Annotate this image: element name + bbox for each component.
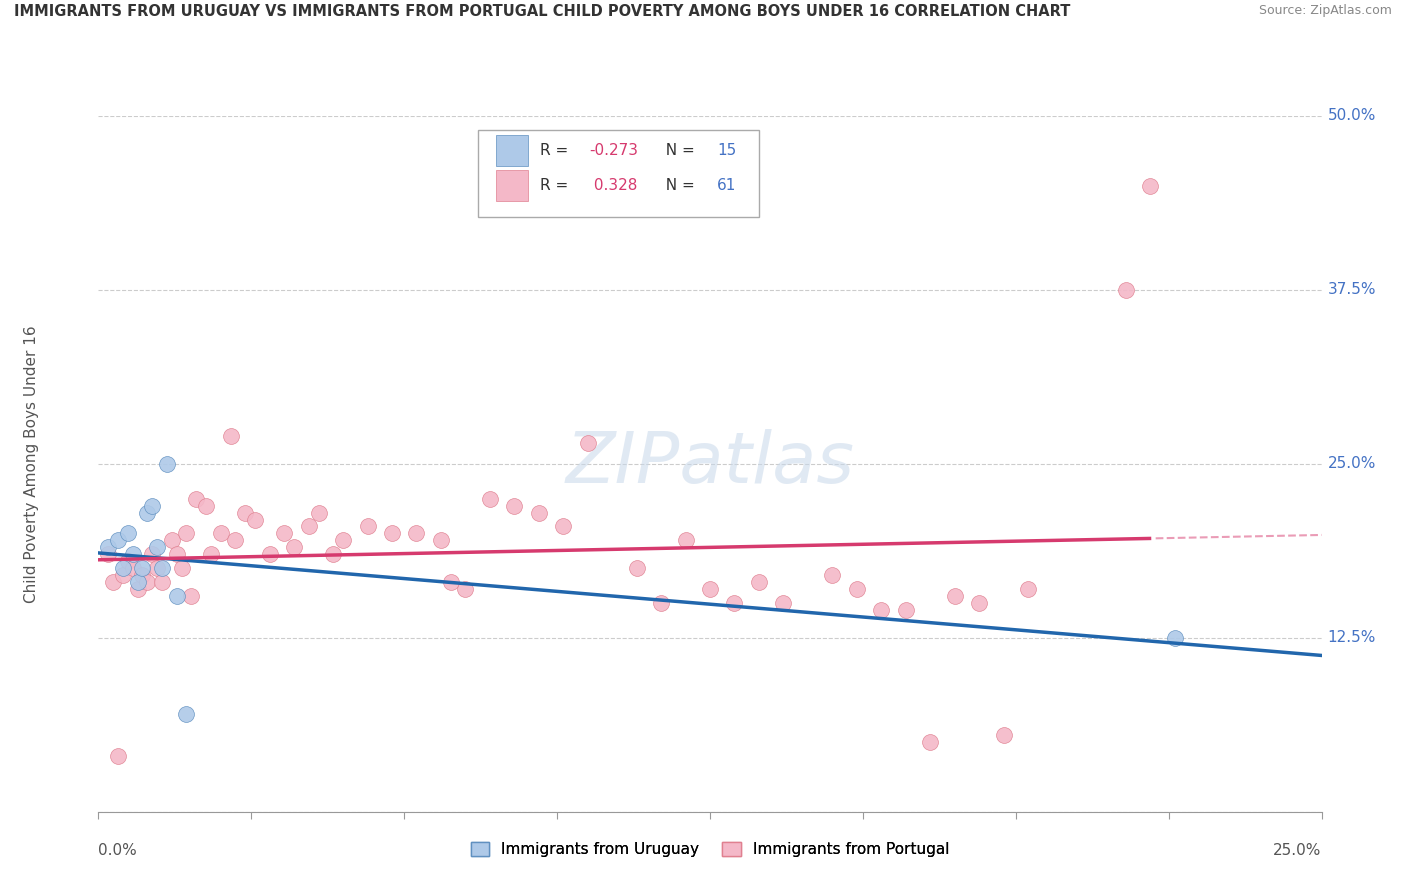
Point xyxy=(503,499,526,513)
Point xyxy=(381,526,404,541)
Point xyxy=(131,568,153,582)
Point xyxy=(117,554,139,568)
Point xyxy=(176,707,198,722)
FancyBboxPatch shape xyxy=(496,170,527,201)
Point xyxy=(993,728,1015,742)
Legend: Immigrants from Uruguay, Immigrants from Portugal: Immigrants from Uruguay, Immigrants from… xyxy=(464,836,956,863)
Point xyxy=(195,499,218,513)
Point xyxy=(405,526,427,541)
Point xyxy=(675,533,697,548)
Point xyxy=(233,506,256,520)
Point xyxy=(943,589,966,603)
Point xyxy=(576,436,599,450)
Text: 0.328: 0.328 xyxy=(589,178,637,193)
Text: IMMIGRANTS FROM URUGUAY VS IMMIGRANTS FROM PORTUGAL CHILD POVERTY AMONG BOYS UND: IMMIGRANTS FROM URUGUAY VS IMMIGRANTS FR… xyxy=(14,4,1070,20)
FancyBboxPatch shape xyxy=(496,136,527,166)
Point xyxy=(224,533,246,548)
Point xyxy=(200,547,222,561)
Text: R =: R = xyxy=(540,144,574,158)
Point xyxy=(894,603,917,617)
Point xyxy=(699,582,721,596)
Point xyxy=(160,533,183,548)
Point xyxy=(1017,582,1039,596)
Point xyxy=(150,575,173,590)
Text: R =: R = xyxy=(540,178,574,193)
Point xyxy=(1115,283,1137,297)
Point xyxy=(219,429,242,443)
Point xyxy=(136,506,159,520)
Point xyxy=(454,582,477,596)
Point xyxy=(626,561,648,575)
Point xyxy=(821,568,844,582)
Point xyxy=(259,547,281,561)
Point xyxy=(1164,631,1187,645)
Text: 25.0%: 25.0% xyxy=(1327,457,1376,471)
Point xyxy=(180,589,202,603)
Point xyxy=(650,596,672,610)
Point xyxy=(748,575,770,590)
Text: ZIPatlas: ZIPatlas xyxy=(565,429,855,499)
Point xyxy=(322,547,344,561)
Point xyxy=(107,533,129,548)
Point xyxy=(141,547,163,561)
Point xyxy=(430,533,453,548)
Point xyxy=(332,533,354,548)
Point xyxy=(772,596,794,610)
Point xyxy=(170,561,193,575)
Point xyxy=(166,589,188,603)
Point xyxy=(243,512,266,526)
Text: N =: N = xyxy=(657,178,700,193)
Point xyxy=(283,541,305,555)
Point xyxy=(121,561,143,575)
Point xyxy=(136,575,159,590)
Point xyxy=(920,735,942,749)
Point xyxy=(209,526,232,541)
Text: N =: N = xyxy=(657,144,700,158)
Point xyxy=(111,561,134,575)
Point xyxy=(308,506,330,520)
Point xyxy=(527,506,550,520)
Point xyxy=(440,575,463,590)
Text: -0.273: -0.273 xyxy=(589,144,638,158)
Point xyxy=(127,575,149,590)
Point xyxy=(141,499,163,513)
Point xyxy=(967,596,990,610)
Point xyxy=(117,526,139,541)
Text: 15: 15 xyxy=(717,144,737,158)
Point xyxy=(176,526,198,541)
Point xyxy=(107,749,129,764)
Point xyxy=(273,526,295,541)
Point xyxy=(101,575,124,590)
Point xyxy=(723,596,745,610)
Point xyxy=(121,547,143,561)
Point xyxy=(356,519,378,533)
Point xyxy=(870,603,893,617)
Text: 61: 61 xyxy=(717,178,737,193)
Point xyxy=(478,491,501,506)
Text: 12.5%: 12.5% xyxy=(1327,631,1376,645)
Point xyxy=(298,519,321,533)
Point xyxy=(97,541,120,555)
Point xyxy=(111,568,134,582)
Point xyxy=(146,541,169,555)
Point xyxy=(150,561,173,575)
Text: Child Poverty Among Boys Under 16: Child Poverty Among Boys Under 16 xyxy=(24,325,38,603)
FancyBboxPatch shape xyxy=(478,130,759,217)
Point xyxy=(97,547,120,561)
Text: 37.5%: 37.5% xyxy=(1327,283,1376,297)
Point xyxy=(1139,178,1161,193)
Point xyxy=(166,547,188,561)
Point xyxy=(156,457,179,471)
Text: 25.0%: 25.0% xyxy=(1274,843,1322,858)
Point xyxy=(146,561,169,575)
Point xyxy=(186,491,208,506)
Text: 50.0%: 50.0% xyxy=(1327,109,1376,123)
Point xyxy=(553,519,575,533)
Point xyxy=(131,561,153,575)
Point xyxy=(845,582,868,596)
Text: Source: ZipAtlas.com: Source: ZipAtlas.com xyxy=(1258,4,1392,18)
Point xyxy=(127,582,149,596)
Text: 0.0%: 0.0% xyxy=(98,843,138,858)
